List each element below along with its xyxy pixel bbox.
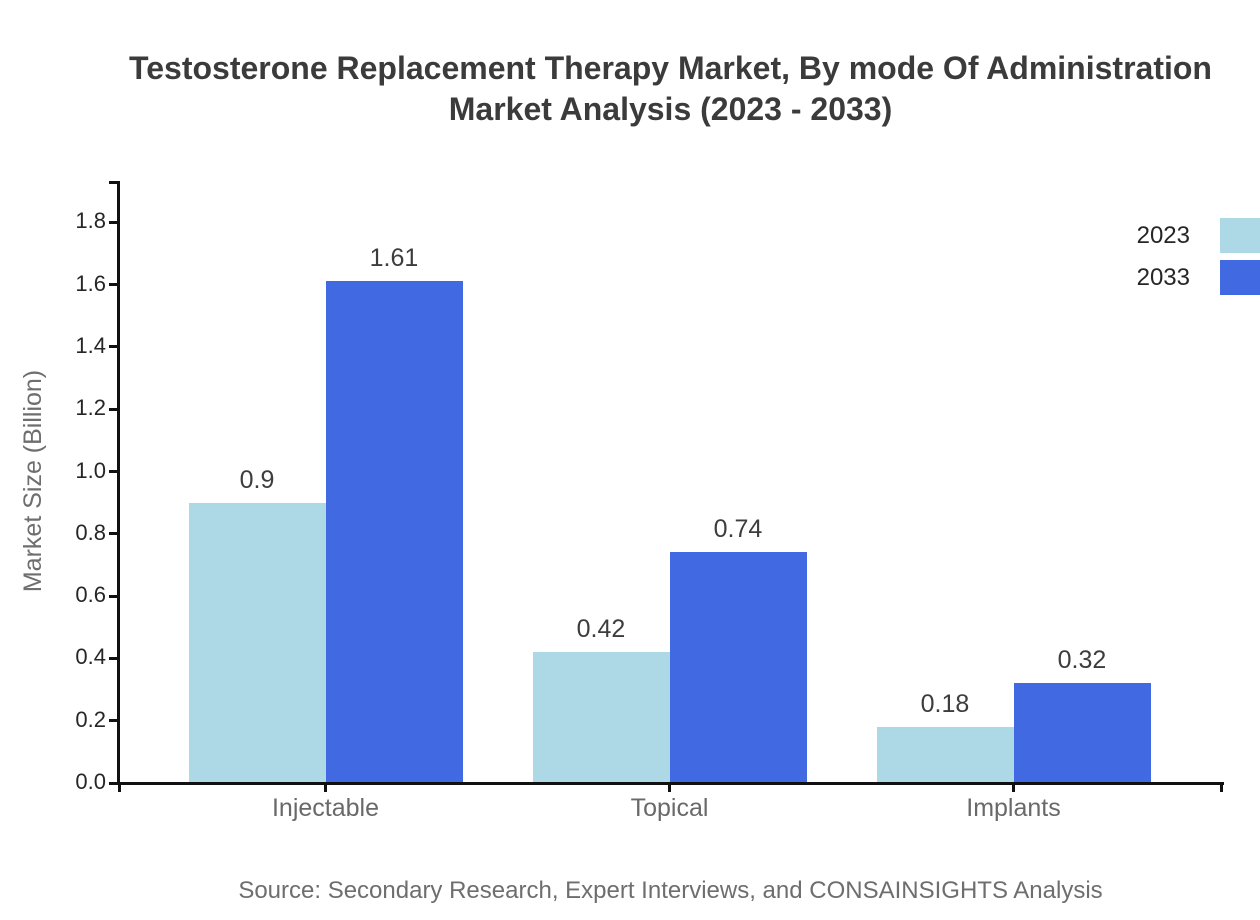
x-category-label: Topical [630,794,709,822]
bar-2023-implants [876,726,1014,783]
y-tick-label: 1.0 [75,457,106,483]
y-tick-label: 1.4 [75,332,106,358]
x-category-label: Implants [966,794,1061,822]
y-tick-label: 0.6 [75,582,106,608]
y-tick-mark [109,781,118,785]
bar-2033-implants [1013,683,1151,783]
bar-2033-topical [669,552,807,783]
y-tick-mark [109,719,118,723]
x-tick-mark [668,783,671,792]
y-tick-label: 1.8 [75,208,106,234]
x-category-label: Injectable [271,794,380,822]
y-tick-mark [109,407,118,411]
y-tick-mark [109,283,118,287]
chart-title-line1: Testosterone Replacement Therapy Market,… [129,50,1212,86]
x-tick-mark [1012,783,1015,792]
x-axis-line [116,781,1224,785]
source-note: Source: Secondary Research, Expert Inter… [238,877,1103,904]
y-tick-label: 0.0 [75,769,106,794]
bar-value-label: 0.9 [239,465,275,494]
y-tick-mark [109,220,118,224]
x-tick-mark [324,783,327,792]
bar-value-label: 0.74 [713,515,763,544]
y-tick-mark [109,656,118,660]
bar-value-label: 0.42 [576,615,626,644]
bar-value-label: 0.32 [1057,646,1107,675]
bar-2023-topical [532,652,670,783]
y-tick-label: 1.2 [75,395,106,421]
y-tick-mark [109,470,118,473]
y-tick-label: 0.4 [75,644,106,670]
chart-title-line2: Market Analysis (2023 - 2033) [448,91,893,127]
y-tick-label: 0.8 [75,519,106,545]
chart-title: Testosterone Replacement Therapy Market,… [0,48,1260,130]
bar-2023-injectable [188,502,326,783]
y-axis-line [116,180,120,785]
bar-value-label: 0.18 [920,689,970,718]
bar-2033-injectable [325,281,463,783]
y-tick-mark [109,532,118,536]
y-tick-mark [109,594,118,598]
x-axis-right-end-tick [1219,783,1223,792]
x-axis-left-end-tick [118,783,121,792]
y-tick-label: 0.2 [75,706,106,732]
y-tick-label: 1.6 [75,270,106,296]
y-tick-mark [109,345,118,349]
y-axis-end-tick [109,180,118,184]
bar-value-label: 1.61 [369,244,419,273]
